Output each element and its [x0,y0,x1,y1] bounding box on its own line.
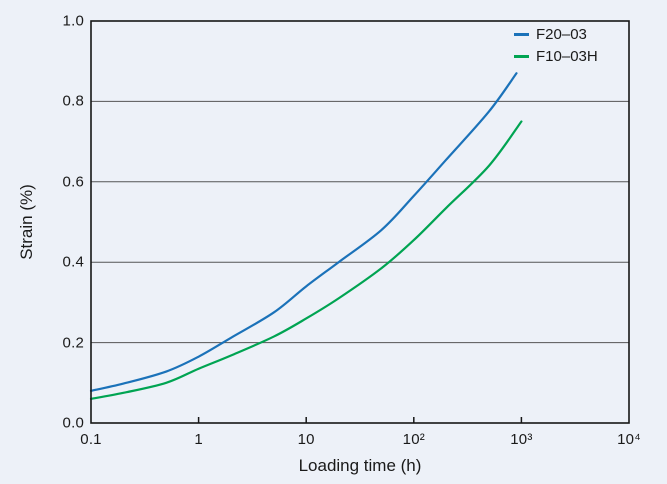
y-tick-label: 0.4 [62,253,84,271]
x-tick-label: 1 [194,431,203,448]
y-tick-label: 1.0 [62,12,84,30]
x-tick-label: 10² [402,431,425,448]
legend: F20–03 F10–03H [514,23,598,67]
legend-line-swatch [514,32,529,36]
y-tick-label: 0.8 [62,92,84,110]
x-tick-label: 10⁴ [617,431,641,448]
legend-item: F10–03H [514,45,598,67]
plot-border [90,20,630,424]
y-axis-title: Strain (%) [17,184,36,260]
x-tick-label: 10³ [510,431,533,448]
series-line-F20–03 [89,72,518,392]
x-tick-label: 10 [297,431,315,448]
x-tick-label: 0.1 [80,431,102,448]
y-tick-label: 0.6 [62,173,84,191]
x-axis-title: Loading time (h) [298,456,422,475]
legend-label: F10–03H [536,47,598,65]
legend-label: F20–03 [536,25,587,43]
series-line-F10–03H [89,120,523,400]
y-tick-label: 0.0 [62,414,84,432]
legend-line-swatch [514,54,529,58]
y-tick-label: 0.2 [62,334,84,352]
legend-item: F20–03 [514,23,598,45]
